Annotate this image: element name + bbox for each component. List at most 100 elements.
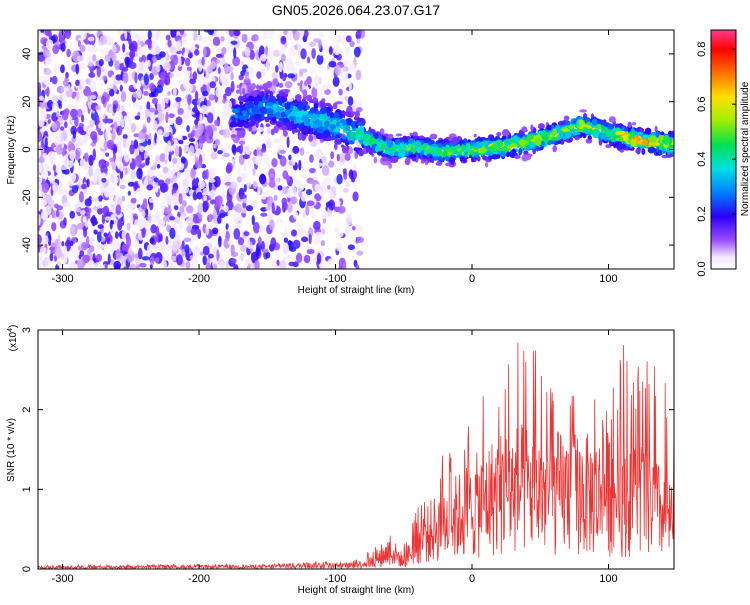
heatmap-cell: [352, 131, 356, 139]
heatmap-cell: [343, 187, 349, 193]
colorbar-tick-label: 0.2: [696, 206, 708, 221]
heatmap-cell: [258, 227, 266, 233]
heatmap-cell: [330, 151, 335, 160]
heatmap-cell: [67, 122, 72, 132]
heatmap-cell: [375, 145, 382, 153]
heatmap-cell: [265, 108, 274, 115]
heatmap-cell: [261, 90, 265, 98]
heatmap-cell: [253, 222, 260, 234]
heatmap-cell: [341, 70, 349, 82]
heatmap-cell: [311, 86, 318, 99]
heatmap-cell: [251, 83, 256, 90]
heatmap-cell: [518, 148, 523, 156]
heatmap-cell: [204, 130, 211, 139]
heatmap-cell: [130, 40, 138, 52]
heatmap-cell: [502, 129, 510, 137]
heatmap-cell: [225, 223, 229, 230]
heatmap-cell: [134, 115, 141, 120]
heatmap-cell: [138, 247, 143, 260]
heatmap-cell: [139, 145, 144, 153]
heatmap-cell: [107, 253, 111, 265]
heatmap-cell: [172, 87, 177, 97]
heatmap-cell: [178, 193, 183, 205]
heatmap-cell: [208, 169, 216, 181]
heatmap-cell: [381, 162, 388, 166]
heatmap-cell: [228, 30, 235, 37]
heatmap-cell: [146, 129, 150, 134]
heatmap-cell: [165, 34, 171, 41]
heatmap-cell: [215, 195, 223, 207]
heatmap-cell: [90, 197, 99, 202]
heatmap-cell: [61, 138, 65, 149]
heatmap-cell: [344, 95, 348, 102]
heatmap-cell: [176, 171, 182, 179]
heatmap-cell: [237, 131, 243, 139]
heatmap-cell: [120, 91, 127, 103]
heatmap-cell: [232, 98, 236, 106]
heatmap-cell: [163, 207, 172, 215]
heatmap-cell: [541, 132, 549, 140]
heatmap-cell: [81, 241, 89, 251]
heatmap-cell: [106, 139, 115, 150]
heatmap-cell: [271, 202, 275, 214]
heatmap-cell: [209, 189, 216, 199]
heatmap-cell: [109, 89, 115, 97]
heatmap-cell: [77, 85, 86, 91]
heatmap-cell: [138, 219, 146, 230]
heatmap-cell: [188, 145, 195, 157]
heatmap-cell: [304, 119, 309, 128]
heatmap-cell: [670, 130, 674, 138]
heatmap-cell: [262, 153, 269, 163]
heatmap-cell: [128, 84, 135, 92]
heatmap-cell: [305, 204, 310, 216]
heatmap-cell: [644, 127, 652, 135]
heatmap-cell: [507, 145, 513, 150]
heatmap-cell: [233, 47, 237, 59]
heatmap-cell: [111, 165, 117, 171]
heatmap-cell: [143, 90, 149, 96]
heatmap-cell: [455, 155, 461, 158]
heatmap-cell: [246, 159, 252, 168]
heatmap-cell: [186, 218, 192, 224]
heatmap-cell: [114, 231, 119, 239]
colorbar-label: Normalized spectral amplitude: [740, 81, 750, 216]
heatmap-cell: [658, 149, 662, 155]
heatmap-cell: [301, 98, 306, 103]
heatmap-cell: [340, 144, 345, 148]
heatmap-cell: [273, 194, 278, 201]
heatmap-cell: [67, 140, 74, 153]
heatmap-cell: [156, 169, 161, 179]
heatmap-cell: [174, 205, 179, 211]
heatmap-cell: [238, 115, 247, 120]
heatmap-cell: [130, 140, 134, 146]
heatmap-cell: [185, 57, 191, 67]
heatmap-cell: [484, 162, 489, 168]
heatmap-cell: [88, 154, 94, 167]
heatmap-cell: [426, 149, 434, 154]
heatmap-cell: [115, 74, 123, 81]
heatmap-cell: [526, 153, 533, 157]
heatmap-cell: [60, 165, 68, 171]
spectrogram-ytick-label: -20: [21, 189, 33, 205]
heatmap-cell: [342, 262, 347, 269]
heatmap-cell: [111, 131, 116, 141]
heatmap-cell: [319, 100, 324, 108]
heatmap-cell: [321, 228, 326, 235]
heatmap-cell: [40, 97, 46, 110]
heatmap-cell: [243, 163, 247, 173]
heatmap-cell: [306, 76, 312, 85]
heatmap-cell: [122, 72, 129, 84]
heatmap-cell: [87, 260, 96, 269]
heatmap-cell: [104, 185, 113, 197]
heatmap-cell: [355, 264, 360, 269]
heatmap-cell: [276, 218, 283, 223]
heatmap-cell: [145, 39, 152, 46]
heatmap-cell: [216, 249, 220, 262]
heatmap-cell: [298, 228, 305, 235]
heatmap-cell: [202, 245, 210, 256]
heatmap-cell: [80, 30, 87, 40]
heatmap-cell: [169, 118, 174, 126]
heatmap-cell: [247, 95, 255, 102]
heatmap-cell: [214, 119, 221, 126]
